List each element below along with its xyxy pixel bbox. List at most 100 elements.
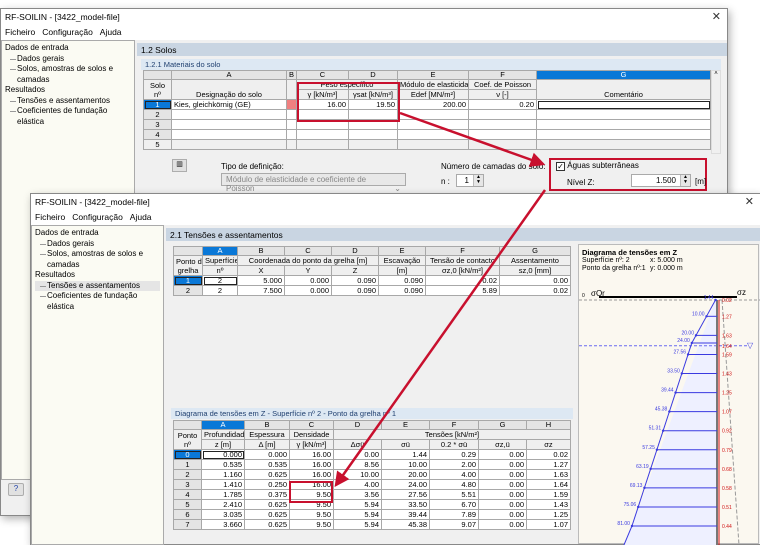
col-letter-a[interactable]: A xyxy=(201,420,245,430)
cell[interactable] xyxy=(536,119,711,130)
cell[interactable]: 0.00 xyxy=(333,449,382,460)
cell[interactable]: 0.625 xyxy=(244,469,290,480)
cell[interactable] xyxy=(397,139,469,150)
row-header[interactable]: 5 xyxy=(173,499,202,510)
cell[interactable]: 4.00 xyxy=(429,469,479,480)
row-header[interactable]: 1 xyxy=(173,275,203,286)
cell[interactable] xyxy=(286,129,297,140)
cell[interactable] xyxy=(397,109,469,120)
cell[interactable]: 7.500 xyxy=(237,285,285,296)
cell[interactable] xyxy=(536,109,711,120)
col-letter-h[interactable]: H xyxy=(526,420,571,430)
col-letter-a[interactable]: A xyxy=(171,70,287,80)
cell[interactable]: 200.00 xyxy=(397,99,469,110)
cell[interactable]: 0.00 xyxy=(478,479,527,490)
tree-group-input[interactable]: Dados de entrada xyxy=(5,43,69,52)
cell[interactable] xyxy=(286,109,297,120)
cell[interactable]: 7.89 xyxy=(429,509,479,520)
tree-item-solos[interactable]: Solos, amostras de solos e camadas xyxy=(35,249,160,270)
cell[interactable]: 0.000 xyxy=(244,449,290,460)
cell[interactable]: 0.625 xyxy=(244,519,290,530)
cell[interactable]: 0.625 xyxy=(244,499,290,510)
cell[interactable]: 0.000 xyxy=(201,449,245,460)
row-header[interactable]: 3 xyxy=(143,119,172,130)
cell[interactable] xyxy=(296,129,349,140)
tree-item-dados-gerais[interactable]: Dados gerais xyxy=(35,239,160,250)
cell[interactable]: 8.56 xyxy=(333,459,382,470)
cell[interactable]: 2.00 xyxy=(429,459,479,470)
close-icon[interactable]: ✕ xyxy=(711,11,721,23)
menu-ficheiro[interactable]: Ficheiro xyxy=(5,27,36,37)
cell[interactable]: 9.50 xyxy=(289,519,334,530)
row-header[interactable]: 3 xyxy=(173,479,202,490)
cell[interactable] xyxy=(348,139,398,150)
cell[interactable]: 0.20 xyxy=(468,99,537,110)
col-letter-b[interactable]: B xyxy=(237,246,285,256)
cell[interactable] xyxy=(468,139,537,150)
cell[interactable]: 5.94 xyxy=(333,499,382,510)
cell[interactable] xyxy=(286,99,297,110)
table-scrollbar[interactable]: ˄ xyxy=(711,70,721,154)
cell[interactable]: 5.51 xyxy=(429,489,479,500)
tree-item-tensoes[interactable]: Tensões e assentamentos xyxy=(35,280,160,291)
cell[interactable] xyxy=(468,109,537,120)
cell[interactable] xyxy=(536,129,711,140)
col-letter-d[interactable]: D xyxy=(348,70,398,80)
tree-item-dados-gerais[interactable]: Dados gerais xyxy=(5,54,131,65)
checkbox-checked-icon[interactable]: ✓ xyxy=(556,162,565,171)
cell[interactable]: 1.785 xyxy=(201,489,245,500)
cell[interactable] xyxy=(286,119,297,130)
cell[interactable]: 4.00 xyxy=(333,479,382,490)
cell[interactable]: 39.44 xyxy=(381,509,430,520)
cell[interactable]: 0.090 xyxy=(331,285,379,296)
cell[interactable] xyxy=(171,129,287,140)
cell[interactable]: 1.44 xyxy=(381,449,430,460)
cell[interactable]: 0.375 xyxy=(244,489,290,500)
cell[interactable]: 0.00 xyxy=(478,489,527,500)
col-letter-a[interactable]: A xyxy=(202,246,238,256)
col-letter-g[interactable]: G xyxy=(536,70,711,80)
cell[interactable]: 0.02 xyxy=(526,449,571,460)
row-header[interactable]: 5 xyxy=(143,139,172,150)
cell[interactable] xyxy=(348,129,398,140)
n-spinner[interactable]: 1 ▲ ▼ xyxy=(456,174,484,187)
cell[interactable]: 0.090 xyxy=(331,275,379,286)
cell[interactable]: 3.56 xyxy=(333,489,382,500)
cell[interactable]: 0.000 xyxy=(284,285,332,296)
cell[interactable]: 3.035 xyxy=(201,509,245,520)
row-header[interactable]: 7 xyxy=(173,519,202,530)
cell[interactable]: 10.00 xyxy=(333,469,382,480)
col-letter-f[interactable]: F xyxy=(425,246,500,256)
tree-item-solos[interactable]: Solos, amostras de solos e camadas xyxy=(5,64,131,85)
menu-ajuda[interactable]: Ajuda xyxy=(99,27,122,37)
cell[interactable]: 2 xyxy=(202,275,238,286)
tree-item-tensoes[interactable]: Tensões e assentamentos xyxy=(5,96,131,107)
cell[interactable]: 0.02 xyxy=(425,275,500,286)
cell[interactable]: 5.94 xyxy=(333,519,382,530)
col-letter-d[interactable]: D xyxy=(333,420,382,430)
cell[interactable]: 0.00 xyxy=(478,509,527,520)
col-letter-d[interactable]: D xyxy=(331,246,379,256)
col-letter-e[interactable]: E xyxy=(397,70,469,80)
cell[interactable] xyxy=(171,139,287,150)
cell[interactable] xyxy=(171,119,287,130)
row-header[interactable]: 4 xyxy=(143,129,172,140)
row-header[interactable]: 2 xyxy=(173,469,202,480)
cell[interactable]: 0.090 xyxy=(378,285,426,296)
cell[interactable]: 16.00 xyxy=(289,449,334,460)
cell[interactable] xyxy=(397,129,469,140)
cell[interactable]: 1.64 xyxy=(526,479,571,490)
cell[interactable] xyxy=(171,109,287,120)
tipo-dropdown[interactable]: Módulo de elasticidade e coeficiente de … xyxy=(221,173,406,193)
col-letter-c[interactable]: C xyxy=(289,420,334,430)
col-letter-f[interactable]: F xyxy=(429,420,479,430)
cell[interactable]: 33.50 xyxy=(381,499,430,510)
cell[interactable]: 27.56 xyxy=(381,489,430,500)
cell[interactable]: 20.00 xyxy=(381,469,430,480)
cell[interactable] xyxy=(286,139,297,150)
row-header[interactable]: 1 xyxy=(143,99,172,110)
cell[interactable]: 0.00 xyxy=(478,499,527,510)
cell[interactable]: 1.63 xyxy=(526,469,571,480)
cell[interactable]: 1.160 xyxy=(201,469,245,480)
cell[interactable]: 0.535 xyxy=(244,459,290,470)
